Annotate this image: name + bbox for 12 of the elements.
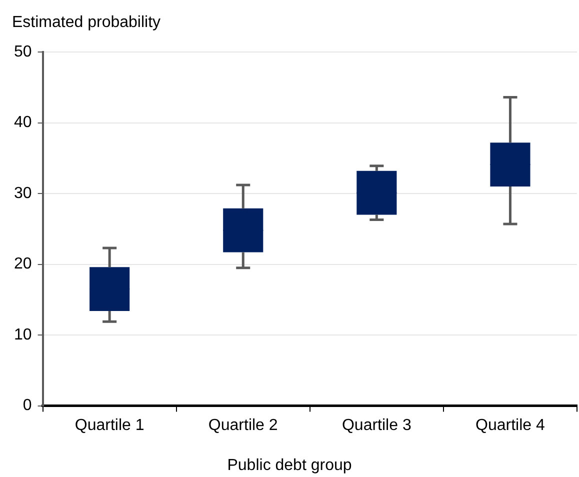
y-tick-label: 0 bbox=[22, 397, 32, 414]
y-axis-title: Estimated probability bbox=[12, 14, 161, 32]
x-tick-label: Quartile 4 bbox=[476, 416, 546, 434]
x-tick-label: Quartile 3 bbox=[342, 416, 412, 434]
y-tick-label: 20 bbox=[14, 256, 32, 273]
y-tick-label: 10 bbox=[14, 326, 32, 344]
x-tick-label: Quartile 1 bbox=[74, 416, 144, 434]
x-axis-title: Public debt group bbox=[226, 457, 353, 475]
y-tick-label: 40 bbox=[14, 114, 32, 132]
y-tick-label: 50 bbox=[14, 43, 32, 60]
x-tick-label: Quartile 2 bbox=[208, 416, 278, 434]
y-tick-label: 30 bbox=[14, 184, 32, 202]
